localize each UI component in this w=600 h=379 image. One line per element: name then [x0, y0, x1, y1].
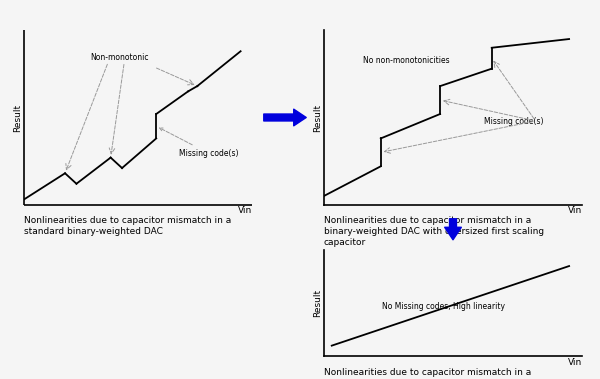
Y-axis label: Result: Result [14, 103, 23, 132]
Text: Missing code(s): Missing code(s) [484, 117, 544, 127]
Text: Missing code(s): Missing code(s) [160, 128, 239, 158]
X-axis label: Vin: Vin [238, 206, 252, 215]
X-axis label: Vin: Vin [568, 358, 582, 366]
X-axis label: Vin: Vin [568, 206, 582, 215]
Text: No non-monotonicities: No non-monotonicities [362, 56, 449, 66]
Text: Nonlinearities due to capacitor mismatch in a
binary-weighted DAC with oversized: Nonlinearities due to capacitor mismatch… [324, 368, 544, 379]
Text: Non-monotonic: Non-monotonic [91, 53, 149, 62]
Y-axis label: Result: Result [314, 103, 323, 132]
Text: Nonlinearities due to capacitor mismatch in a
binary-weighted DAC with oversized: Nonlinearities due to capacitor mismatch… [324, 216, 544, 247]
Y-axis label: Result: Result [314, 289, 323, 317]
Text: No Missing codes, High linearity: No Missing codes, High linearity [382, 302, 505, 310]
Text: Nonlinearities due to capacitor mismatch in a
standard binary-weighted DAC: Nonlinearities due to capacitor mismatch… [24, 216, 231, 236]
